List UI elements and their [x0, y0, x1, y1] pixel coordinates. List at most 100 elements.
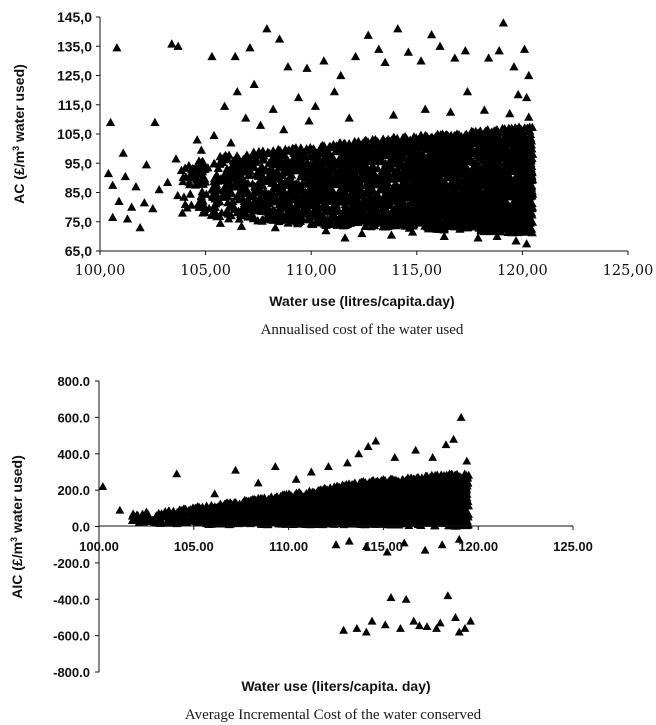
- data-point: [123, 214, 132, 222]
- data-point: [505, 109, 514, 117]
- data-point: [461, 46, 470, 54]
- chart-average-incremental-cost: -800.0-600.0-400.0-200.00.0200.0400.0600…: [9, 374, 593, 723]
- data-point: [106, 118, 115, 126]
- data-point: [233, 87, 242, 95]
- data-point: [302, 64, 311, 72]
- data-point: [136, 223, 145, 231]
- data-point: [421, 105, 430, 113]
- data-point: [163, 178, 172, 186]
- data-point: [319, 56, 328, 64]
- data-point: [142, 160, 151, 168]
- data-point: [245, 43, 254, 51]
- chart-caption: Annualised cost of the water used: [261, 322, 464, 338]
- data-point: [173, 191, 182, 199]
- y-tick-labels: 65,0 75,0 85,0 95,0 105,0 115,0 125,0 135,0 145,…: [57, 9, 100, 259]
- y-tick-label: 115,0: [58, 97, 92, 113]
- data-point: [389, 110, 398, 118]
- y-tick-label: 95,0: [65, 155, 92, 171]
- data-point: [340, 233, 349, 241]
- data-point: [463, 87, 472, 95]
- data-point: [207, 52, 216, 60]
- data-point: [522, 93, 531, 101]
- chart-annualised-cost: 65,0 75,0 85,0 95,0 105,0 115,0 125,0 135,0 145,…: [11, 9, 653, 338]
- x-tick-label: 120,00: [497, 263, 548, 279]
- data-point: [262, 24, 271, 32]
- y-tick-label: 125,0: [57, 68, 92, 84]
- data-point: [304, 116, 313, 124]
- x-tick-label: 110,00: [286, 263, 337, 279]
- data-point: [269, 105, 278, 113]
- data-point: [231, 52, 240, 60]
- data-point: [446, 107, 455, 115]
- data-point: [279, 125, 288, 133]
- data-point: [167, 39, 176, 47]
- data-point: [336, 71, 345, 79]
- data-point: [499, 18, 508, 26]
- data-point: [484, 53, 493, 61]
- data-point: [275, 34, 284, 42]
- data-point: [121, 172, 130, 180]
- x-tick-labels: 100,00 105,00 110,00 115,00 120,00 125,00: [75, 251, 654, 279]
- x-tick-label: 105,00: [180, 263, 231, 279]
- data-point: [357, 229, 366, 237]
- data-point: [364, 31, 373, 39]
- data-point: [480, 105, 489, 113]
- data-point: [311, 102, 320, 110]
- x-axis-label: Water use (litres/capita.day): [269, 293, 454, 309]
- data-point: [104, 169, 113, 177]
- data-point: [209, 131, 218, 139]
- data-point: [450, 53, 459, 61]
- data-point: [427, 30, 436, 38]
- data-point: [119, 148, 128, 156]
- data-point: [345, 113, 354, 121]
- x-tick-label: 115,00: [391, 263, 442, 279]
- data-point: [127, 203, 136, 211]
- scatter-points: [104, 18, 537, 247]
- x-tick-label: 125,00: [603, 263, 654, 279]
- data-point: [522, 239, 531, 247]
- data-point: [524, 71, 533, 79]
- data-point: [509, 62, 518, 70]
- data-point: [520, 45, 529, 53]
- data-point: [140, 198, 149, 206]
- data-point: [250, 80, 259, 88]
- data-point: [283, 62, 292, 70]
- data-point: [150, 118, 159, 126]
- x-tick-label: 100,00: [75, 263, 126, 279]
- y-tick-label: 105,0: [57, 126, 92, 142]
- data-point: [256, 121, 265, 129]
- data-point: [131, 182, 140, 190]
- data-point: [148, 204, 157, 212]
- y-tick-label: 65,0: [65, 243, 92, 259]
- data-point: [435, 42, 444, 50]
- data-point: [495, 46, 504, 54]
- data-point: [197, 145, 206, 153]
- data-point: [330, 87, 339, 95]
- data-point: [220, 102, 229, 110]
- data-point: [108, 181, 117, 189]
- y-tick-label: 75,0: [65, 214, 92, 230]
- data-point: [416, 56, 425, 64]
- data-point: [387, 230, 396, 238]
- data-point: [155, 185, 164, 193]
- data-point: [186, 189, 195, 197]
- data-point: [114, 197, 123, 205]
- y-tick-label: 85,0: [65, 185, 92, 201]
- data-point: [108, 213, 117, 221]
- y-axis-label: AC (£/m3 water used): [11, 64, 27, 204]
- data-point: [381, 58, 390, 66]
- data-point: [514, 90, 523, 98]
- data-point: [374, 45, 383, 53]
- data-point: [294, 93, 303, 101]
- data-point: [237, 222, 246, 230]
- data-point: [241, 113, 250, 121]
- data-point: [226, 138, 235, 146]
- data-point: [171, 154, 180, 162]
- y-tick-label: 135,0: [57, 38, 92, 54]
- y-tick-label: 145,0: [57, 9, 92, 25]
- data-point: [511, 236, 520, 244]
- data-point: [351, 52, 360, 60]
- data-point: [193, 135, 202, 143]
- data-point: [393, 24, 402, 32]
